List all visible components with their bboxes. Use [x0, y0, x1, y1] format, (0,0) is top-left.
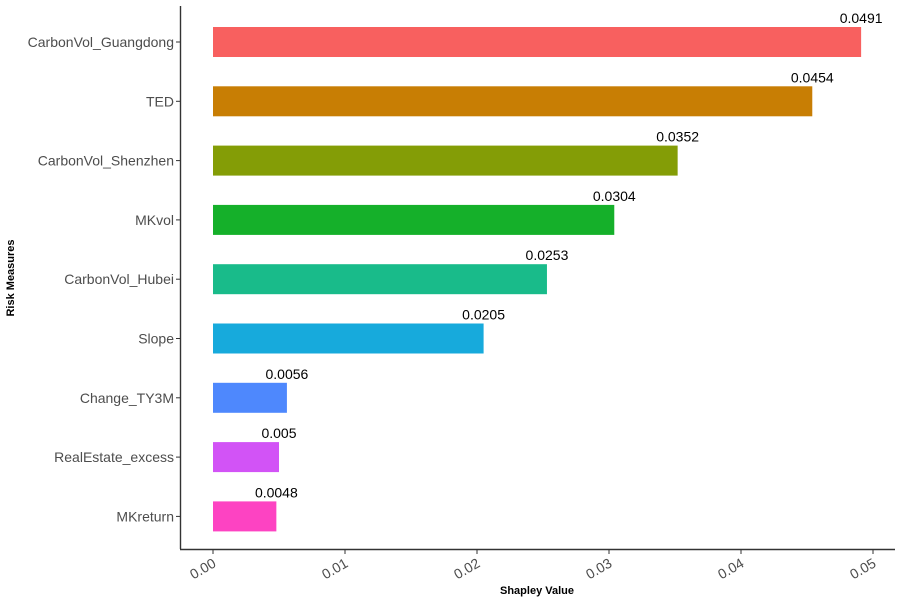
- y-axis-ticks: CarbonVol_Guangdong TED CarbonVol_Shenzhen…: [28, 34, 180, 524]
- y-tick-label-mkreturn: MKreturn: [116, 508, 174, 524]
- data-label-carbonvol-shenzhen: 0.0352: [656, 129, 699, 145]
- x-axis-title: Shapley Value: [500, 585, 574, 597]
- data-label-carbonvol-guangdong: 0.0491: [840, 10, 883, 26]
- y-tick-label-slope: Slope: [138, 331, 174, 347]
- x-axis-ticks: 0.00 0.01 0.02 0.03 0.04 0.05: [187, 550, 879, 582]
- data-label-mkvol: 0.0304: [593, 188, 636, 204]
- y-tick-label-mkvol: MKvol: [135, 212, 174, 228]
- bar-ted: [213, 86, 813, 117]
- bar-carbonvol-shenzhen: [213, 145, 678, 176]
- x-tick-label: 0.02: [451, 555, 483, 583]
- x-tick-label: 0.00: [187, 555, 219, 583]
- bar-realestate-excess: [213, 442, 279, 473]
- data-label-realestate-excess: 0.005: [261, 425, 296, 441]
- data-label-carbonvol-hubei: 0.0253: [526, 247, 569, 263]
- y-tick-label-carbonvol-hubei: CarbonVol_Hubei: [64, 271, 174, 287]
- x-tick-label: 0.04: [715, 555, 747, 583]
- data-label-ted: 0.0454: [791, 69, 834, 85]
- y-tick-label-carbonvol-guangdong: CarbonVol_Guangdong: [28, 34, 174, 50]
- bar-change-ty3m: [213, 382, 287, 413]
- x-tick-label: 0.03: [583, 555, 615, 583]
- bar-carbonvol-guangdong: [213, 27, 862, 57]
- y-tick-label-realestate-excess: RealEstate_excess: [54, 449, 174, 465]
- x-tick-label: 0.05: [847, 555, 879, 583]
- y-tick-label-ted: TED: [146, 93, 174, 109]
- bars-layer: [213, 27, 862, 532]
- bar-slope: [213, 323, 484, 354]
- y-tick-label-carbonvol-shenzhen: CarbonVol_Shenzhen: [38, 153, 174, 169]
- y-axis-title: Risk Measures: [5, 239, 17, 316]
- data-label-mkreturn: 0.0048: [255, 484, 298, 500]
- data-labels-layer: 0.0491 0.0454 0.0352 0.0304 0.0253 0.0205 0.00…: [255, 10, 883, 500]
- bar-mkreturn: [213, 501, 277, 532]
- bar-mkvol: [213, 204, 615, 235]
- data-label-slope: 0.0205: [462, 307, 505, 323]
- data-label-change-ty3m: 0.0056: [266, 366, 309, 382]
- bar-carbonvol-hubei: [213, 264, 547, 295]
- y-tick-label-change-ty3m: Change_TY3M: [80, 390, 174, 406]
- x-tick-label: 0.01: [319, 555, 351, 583]
